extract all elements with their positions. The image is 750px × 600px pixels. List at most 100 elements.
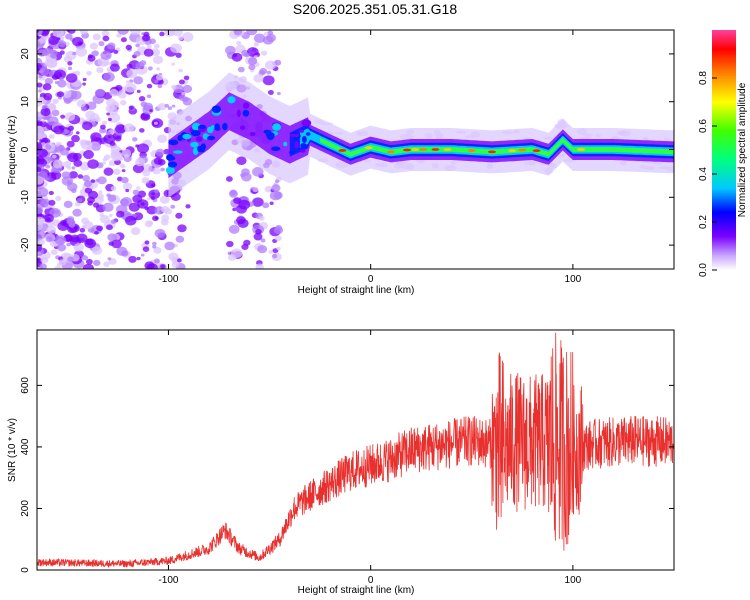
heat-noise-blob [66, 242, 71, 247]
heat-noise-blob [267, 30, 274, 36]
heat-noise-blob [63, 97, 72, 104]
heat-noise-blob [37, 125, 45, 135]
heat-noise-blob [67, 182, 78, 192]
heat-noise-blob [67, 66, 73, 71]
heat-noise-blob [82, 174, 91, 182]
ridge-hotspot [467, 149, 476, 153]
heat-noise-blob [92, 202, 100, 208]
ridge-blob [271, 146, 281, 152]
heat-noise-blob [142, 169, 151, 177]
snr-y-tick-label-2: 400 [20, 438, 31, 455]
snr-x-label: Height of straight line (km) [298, 585, 415, 596]
heat-noise-blob [258, 216, 265, 221]
heat-noise-blob [72, 208, 82, 217]
heat-noise-blob [81, 121, 93, 131]
heat-noise-blob [153, 43, 160, 49]
heat-noise-blob [246, 30, 258, 36]
heat-noise-blob [54, 235, 67, 245]
spectrogram-x-ticks: -100 0 100 [158, 30, 582, 285]
heat-noise-blob [181, 32, 194, 42]
heat-noise-blob [83, 180, 92, 188]
heat-noise-blob [105, 131, 111, 136]
heat-noise-blob [92, 33, 101, 41]
heat-noise-blob [98, 190, 103, 194]
heat-noise-blob [102, 157, 108, 162]
heat-noise-blob [225, 176, 233, 182]
heat-noise-blob [273, 191, 283, 200]
ridge-blob [222, 122, 228, 131]
heat-noise-blob [177, 36, 184, 41]
heat-noise-blob [37, 156, 42, 164]
heat-noise-blob [154, 189, 159, 194]
ridge-hotspot [403, 148, 412, 152]
snr-y-ticks: 0 200 400 600 [20, 377, 674, 573]
heat-noise-blob [106, 112, 110, 116]
ridge-blob [192, 147, 199, 156]
heat-noise-blob [44, 77, 53, 85]
heat-noise-blob [231, 52, 243, 62]
heat-noise-blob [177, 224, 187, 233]
ridge-hotspot [364, 146, 373, 150]
heat-noise-blob [152, 55, 164, 64]
heat-noise-blob [255, 228, 262, 235]
heat-noise-blob [83, 150, 94, 160]
snr-panel: -100 0 100 0 200 400 600 Height of straight l… [7, 329, 675, 596]
heat-noise-blob [56, 243, 67, 252]
heat-noise-blob [253, 41, 260, 47]
heat-noise-blob [230, 248, 243, 259]
heat-noise-blob [144, 240, 150, 245]
heat-noise-blob [90, 179, 96, 184]
heat-noise-blob [110, 186, 117, 191]
heat-noise-blob [89, 42, 98, 50]
heat-noise-blob [102, 202, 114, 212]
snr-y-tick-label-1: 200 [20, 500, 31, 517]
heat-noise-blob [183, 75, 190, 81]
ridge-blob [166, 153, 174, 161]
heat-noise-blob [150, 183, 156, 188]
ridge-blob [182, 133, 192, 140]
heat-noise-blob [52, 98, 59, 104]
snr-x-tick-label-1: 0 [368, 575, 374, 586]
snr-y-tick-label-3: 600 [20, 377, 31, 394]
heat-noise-blob [152, 244, 157, 249]
heat-noise-blob [243, 239, 251, 246]
heat-noise-blob [276, 246, 281, 251]
heat-noise-blob [243, 52, 250, 58]
heat-noise-blob [64, 112, 76, 121]
heat-noise-blob [37, 206, 43, 214]
heat-noise-blob [135, 158, 146, 167]
snr-series-line [37, 332, 674, 568]
heat-noise-blob [91, 50, 99, 57]
ridge-blob [172, 150, 183, 154]
heat-noise-blob [79, 30, 88, 35]
heat-noise-blob [96, 225, 104, 232]
heat-noise-blob [132, 189, 140, 195]
heat-noise-blob [75, 47, 88, 57]
heat-noise-blob [236, 216, 246, 225]
heat-noise-blob [226, 240, 234, 248]
heat-noise-blob [50, 53, 57, 59]
heat-noise-blob [268, 250, 274, 254]
heat-noise-blob [149, 109, 153, 113]
heat-noise-blob [71, 90, 82, 100]
heat-noise-blob [66, 140, 75, 148]
heat-noise-blob [57, 40, 66, 48]
heat-noise-blob [42, 83, 52, 91]
spectrogram-y-label: Frequency (Hz) [7, 116, 18, 185]
heat-noise-blob [72, 51, 77, 56]
heat-noise-blob [141, 177, 150, 184]
heat-noise-blob [76, 197, 83, 203]
heat-noise-blob [147, 66, 153, 71]
heat-noise-blob [99, 215, 110, 224]
heat-noise-blob [151, 192, 155, 196]
heat-noise-blob [126, 69, 138, 79]
heat-noise-blob [247, 57, 258, 65]
heat-noise-blob [46, 217, 51, 222]
ridge-blob [305, 132, 311, 136]
ridge-blob [168, 139, 179, 146]
heat-noise-blob [277, 91, 281, 96]
heat-noise-blob [48, 35, 59, 45]
heat-noise-blob [129, 79, 134, 83]
heat-noise-blob [142, 246, 150, 252]
